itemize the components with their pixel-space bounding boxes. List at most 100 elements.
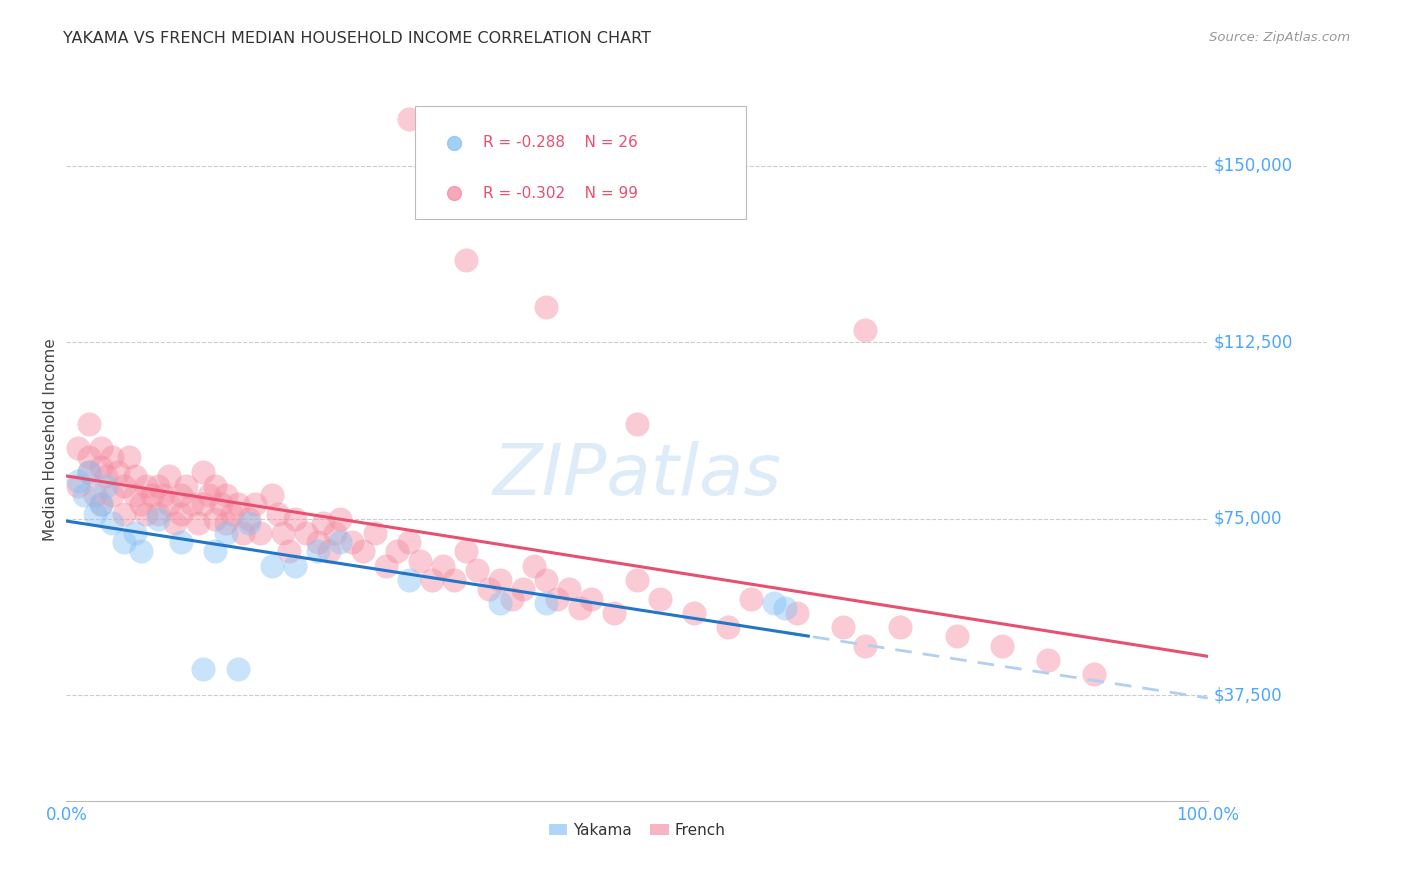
Point	[204, 511, 226, 525]
Point	[141, 488, 163, 502]
Point	[278, 544, 301, 558]
Point	[124, 525, 146, 540]
FancyBboxPatch shape	[415, 106, 745, 219]
Point	[318, 544, 340, 558]
Text: R = -0.302    N = 99: R = -0.302 N = 99	[484, 186, 638, 201]
Point	[284, 511, 307, 525]
Point	[363, 525, 385, 540]
Point	[169, 488, 191, 502]
Point	[717, 620, 740, 634]
Point	[238, 511, 260, 525]
Point	[181, 498, 204, 512]
Point	[169, 535, 191, 549]
Point	[260, 558, 283, 573]
Point	[352, 544, 374, 558]
Point	[169, 507, 191, 521]
Point	[90, 498, 112, 512]
Point	[215, 525, 238, 540]
Point	[284, 558, 307, 573]
Point	[534, 596, 557, 610]
Point	[398, 535, 420, 549]
Text: R = -0.288    N = 26: R = -0.288 N = 26	[484, 135, 638, 150]
Point	[266, 507, 288, 521]
Point	[146, 507, 169, 521]
Text: $112,500: $112,500	[1213, 333, 1294, 351]
Y-axis label: Median Household Income: Median Household Income	[44, 338, 58, 541]
Point	[204, 544, 226, 558]
Point	[295, 525, 318, 540]
Point	[786, 606, 808, 620]
Point	[489, 573, 512, 587]
Point	[90, 498, 112, 512]
Point	[112, 507, 135, 521]
Point	[775, 601, 797, 615]
Point	[523, 558, 546, 573]
Point	[465, 563, 488, 577]
Text: YAKAMA VS FRENCH MEDIAN HOUSEHOLD INCOME CORRELATION CHART: YAKAMA VS FRENCH MEDIAN HOUSEHOLD INCOME…	[63, 31, 651, 46]
Point	[534, 573, 557, 587]
Point	[603, 606, 626, 620]
Point	[307, 535, 329, 549]
Point	[534, 300, 557, 314]
Point	[77, 417, 100, 432]
Point	[135, 507, 157, 521]
Point	[129, 544, 152, 558]
Point	[853, 639, 876, 653]
Point	[546, 591, 568, 606]
Point	[163, 516, 186, 531]
Point	[312, 516, 335, 531]
Point	[478, 582, 501, 596]
Point	[77, 465, 100, 479]
Point	[152, 488, 174, 502]
Point	[454, 544, 477, 558]
Point	[146, 478, 169, 492]
Point	[763, 596, 786, 610]
Point	[443, 864, 465, 879]
Point	[831, 620, 853, 634]
Point	[72, 488, 94, 502]
Point	[232, 525, 254, 540]
Point	[146, 511, 169, 525]
Point	[238, 516, 260, 531]
Point	[77, 465, 100, 479]
Point	[626, 573, 648, 587]
Point	[454, 252, 477, 267]
Text: Source: ZipAtlas.com: Source: ZipAtlas.com	[1209, 31, 1350, 45]
Point	[1036, 653, 1059, 667]
Point	[271, 525, 294, 540]
Point	[991, 639, 1014, 653]
Point	[489, 596, 512, 610]
Point	[409, 554, 432, 568]
Point	[501, 591, 523, 606]
Point	[443, 573, 465, 587]
Point	[581, 591, 603, 606]
Point	[889, 620, 911, 634]
Point	[193, 465, 215, 479]
Point	[398, 112, 420, 126]
Point	[226, 662, 249, 676]
Point	[84, 488, 107, 502]
Point	[626, 417, 648, 432]
Point	[398, 573, 420, 587]
Point	[249, 525, 271, 540]
Point	[226, 498, 249, 512]
Point	[204, 478, 226, 492]
Point	[101, 516, 124, 531]
Point	[329, 535, 352, 549]
Point	[96, 469, 118, 483]
Point	[124, 469, 146, 483]
Point	[215, 516, 238, 531]
Point	[90, 459, 112, 474]
Point	[512, 582, 534, 596]
Point	[112, 478, 135, 492]
Point	[174, 478, 197, 492]
Point	[945, 629, 967, 643]
Point	[853, 323, 876, 337]
Point	[96, 478, 118, 492]
Point	[84, 507, 107, 521]
Text: $37,500: $37,500	[1213, 686, 1282, 704]
Point	[66, 474, 89, 488]
Point	[157, 469, 180, 483]
Point	[432, 558, 454, 573]
Point	[557, 582, 579, 596]
